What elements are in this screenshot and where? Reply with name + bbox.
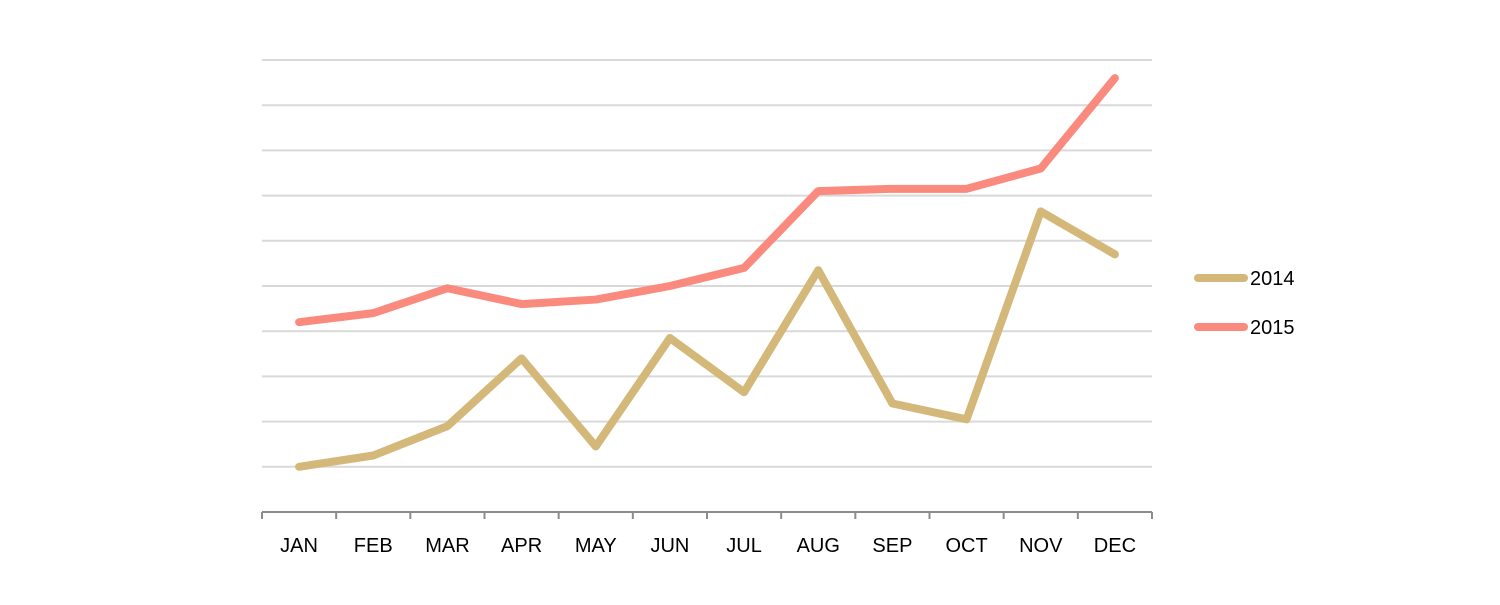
series-lines [295, 74, 1119, 471]
series-line-2015 [295, 74, 1119, 327]
x-tick-label: FEB [354, 535, 393, 557]
x-tick-label: APR [501, 535, 542, 557]
x-tick-label: DEC [1094, 535, 1136, 557]
x-tick-label: JUL [726, 535, 762, 557]
x-tick-label: SEP [872, 535, 912, 557]
x-tick-label: MAY [575, 535, 617, 557]
x-axis: JAN FEB MAR APR MAY JUN JUL AUG SEP OCT NOV DEC [261, 511, 1153, 557]
legend: 2014 2015 [1194, 268, 1295, 339]
x-tick-label: AUG [797, 535, 840, 557]
x-tick-label: NOV [1019, 535, 1063, 557]
legend-label-2015: 2015 [1250, 317, 1295, 339]
x-tick-label: JUN [650, 535, 689, 557]
series-line-2014 [295, 207, 1119, 471]
gridlines [262, 59, 1152, 468]
x-tick-label: JAN [280, 535, 318, 557]
x-tick-label: MAR [425, 535, 469, 557]
x-tick-label: OCT [945, 535, 987, 557]
legend-label-2014: 2014 [1250, 268, 1295, 290]
